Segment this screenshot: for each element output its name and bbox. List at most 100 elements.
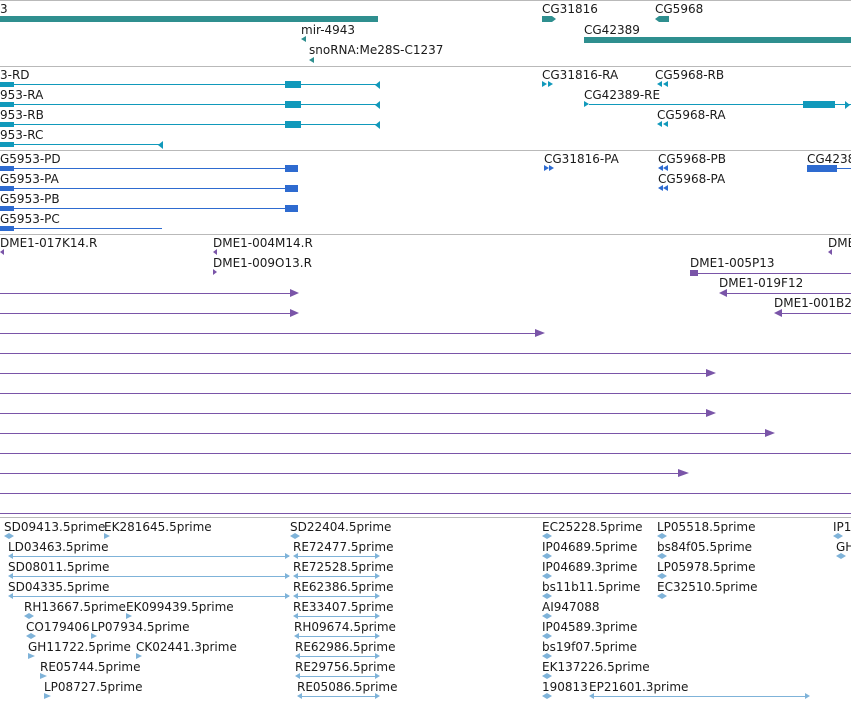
cds-segment[interactable] [0, 206, 14, 211]
gene-label[interactable]: CG42389 [584, 23, 640, 37]
est-label[interactable]: EK137226.5prime [542, 660, 650, 674]
gene-label[interactable]: CG31816 [542, 2, 598, 16]
transcript-exon[interactable] [285, 121, 301, 128]
est-label[interactable]: EK281645.5prime [104, 520, 212, 534]
transcript-label[interactable]: CG42389-RE [584, 88, 661, 102]
est-label[interactable]: IP1 [833, 520, 851, 534]
clone-end-marker[interactable] [213, 249, 217, 255]
est-marker[interactable] [293, 613, 298, 619]
est-marker[interactable] [375, 593, 380, 599]
est-marker[interactable] [293, 573, 298, 579]
clone-end-marker[interactable] [828, 249, 832, 255]
clone-end-marker[interactable] [213, 269, 217, 275]
cds-strand-arrow[interactable] [663, 165, 668, 171]
transcript-label[interactable]: CG5968-RB [655, 68, 725, 82]
cds-label[interactable]: CG5968-PB [658, 152, 727, 166]
est-marker[interactable] [542, 573, 547, 579]
est-marker[interactable] [8, 553, 13, 559]
est-marker[interactable] [547, 693, 552, 699]
cds-label[interactable]: G5953-PD [0, 152, 61, 166]
est-marker[interactable] [542, 533, 547, 539]
clone-label[interactable]: DME1-017K14.R [0, 236, 98, 250]
est-label[interactable]: SD08011.5prime [8, 560, 110, 574]
est-marker[interactable] [8, 593, 13, 599]
transcript-strand-arrow[interactable] [663, 81, 668, 87]
est-marker[interactable] [375, 693, 380, 699]
clone-label[interactable]: DME1-001B2 [774, 296, 851, 310]
gene-feature[interactable] [309, 57, 314, 63]
cds-strand-arrow[interactable] [658, 165, 663, 171]
transcript-exon[interactable] [0, 82, 14, 87]
est-label[interactable]: SD04335.5prime [8, 580, 110, 594]
est-marker[interactable] [662, 573, 667, 579]
cds-label[interactable]: CG31816-PA [544, 152, 619, 166]
est-label[interactable]: RE62986.5prime [295, 640, 396, 654]
est-marker[interactable] [8, 573, 13, 579]
est-label[interactable]: RE29756.5prime [295, 660, 396, 674]
gene-feature[interactable] [584, 37, 851, 43]
clone-label[interactable]: DME1-004M14.R [213, 236, 313, 250]
est-marker[interactable] [542, 633, 547, 639]
est-marker[interactable] [542, 553, 547, 559]
clone-span[interactable] [0, 393, 851, 394]
est-label[interactable]: EC32510.5prime [657, 580, 758, 594]
est-marker[interactable] [547, 553, 552, 559]
est-marker[interactable] [657, 533, 662, 539]
est-marker[interactable] [542, 613, 547, 619]
est-label[interactable]: AI947088 [542, 600, 600, 614]
est-marker[interactable] [375, 673, 380, 679]
cds-segment[interactable] [0, 226, 14, 231]
est-marker[interactable] [657, 593, 662, 599]
transcript-exon[interactable] [285, 101, 301, 108]
clone-label[interactable]: DME1-009O13.R [213, 256, 312, 270]
est-label[interactable]: EK099439.5prime [126, 600, 234, 614]
transcript-exon[interactable] [803, 101, 835, 108]
est-label[interactable]: SD22404.5prime [290, 520, 392, 534]
est-label[interactable]: LP08727.5prime [44, 680, 143, 694]
transcript-label[interactable]: CG5968-RA [657, 108, 726, 122]
clone-span[interactable] [0, 333, 536, 334]
est-label[interactable]: RE62386.5prime [293, 580, 394, 594]
transcript-strand-arrow[interactable] [657, 81, 662, 87]
est-label[interactable]: IP04689.3prime [542, 560, 638, 574]
clone-span[interactable] [0, 473, 680, 474]
est-label[interactable]: LD03463.5prime [8, 540, 109, 554]
est-label[interactable]: RE05086.5prime [297, 680, 398, 694]
cds-segment[interactable] [285, 185, 298, 192]
est-label[interactable]: bs19f07.5prime [542, 640, 638, 654]
clone-span[interactable] [0, 513, 851, 514]
transcript-exon[interactable] [0, 122, 14, 127]
est-marker[interactable] [662, 533, 667, 539]
cds-segment[interactable] [285, 165, 298, 172]
transcript-label[interactable]: 3-RD [0, 68, 30, 82]
est-marker[interactable] [838, 533, 843, 539]
est-marker[interactable] [126, 613, 132, 619]
est-label[interactable]: LP05518.5prime [657, 520, 756, 534]
est-label[interactable]: EP21601.3prime [589, 680, 689, 694]
gene-feature[interactable] [301, 36, 306, 42]
clone-label[interactable]: DME [828, 236, 851, 250]
est-label[interactable]: 190813 [542, 680, 588, 694]
transcript-label[interactable]: 953-RC [0, 128, 44, 142]
clone-span[interactable] [0, 293, 292, 294]
est-label[interactable]: GH [836, 540, 851, 554]
est-marker[interactable] [547, 613, 552, 619]
est-marker[interactable] [104, 533, 110, 539]
clone-span[interactable] [0, 373, 708, 374]
est-label[interactable]: RH13667.5prime [24, 600, 126, 614]
est-marker[interactable] [295, 653, 300, 659]
est-marker[interactable] [547, 673, 552, 679]
clone-span[interactable] [0, 493, 851, 494]
est-label[interactable]: CK02441.3prime [136, 640, 237, 654]
cds-segment[interactable] [0, 166, 14, 171]
est-marker[interactable] [805, 693, 810, 699]
est-label[interactable]: IP04689.5prime [542, 540, 638, 554]
est-marker[interactable] [4, 533, 9, 539]
gene-label[interactable]: CG5968 [655, 2, 704, 16]
est-marker[interactable] [290, 533, 295, 539]
cds-label[interactable]: CG4238 [807, 152, 851, 166]
est-marker[interactable] [28, 653, 35, 659]
transcript-exon[interactable] [0, 102, 14, 107]
est-marker[interactable] [297, 693, 302, 699]
clone-span[interactable] [0, 413, 708, 414]
